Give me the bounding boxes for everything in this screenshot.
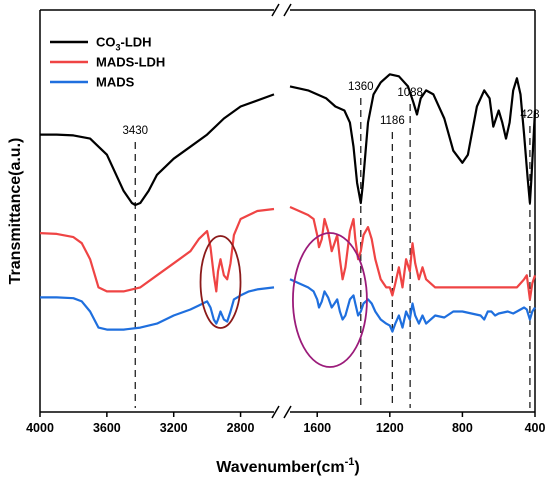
highlight-ellipse [292, 232, 368, 368]
legend: CO3-LDH MADS-LDH MADS [50, 35, 165, 90]
highlight-regions [199, 232, 368, 368]
x-tick-label: 3600 [93, 421, 121, 435]
x-tick-label: 4000 [26, 421, 54, 435]
series-line-1-segment-1 [40, 93, 275, 207]
peak-label: 3430 [122, 125, 148, 137]
series-line-3-segment-2 [289, 278, 536, 333]
axis-break-top [271, 3, 292, 17]
series-lines [39, 73, 537, 333]
y-axis-title: Transmittance(a.u.) [7, 138, 24, 285]
highlight-ellipse [199, 235, 242, 329]
x-tick-label: 400 [525, 421, 546, 435]
series-line-2-segment-2 [289, 205, 537, 301]
series-line-3-segment-1 [40, 286, 275, 331]
x-tick-label: 1200 [376, 421, 404, 435]
x-axis-title: Wavenumber(cm-1) [216, 456, 359, 476]
peak-label: 1360 [348, 81, 374, 93]
x-tick-label: 800 [452, 421, 473, 435]
legend-label: CO3-LDH [96, 35, 152, 53]
axis-break-bottom [271, 405, 292, 419]
x-tick-label: 2800 [227, 421, 255, 435]
legend-label: MADS [96, 75, 135, 90]
series-line-1-segment-2 [289, 73, 537, 205]
x-tick-label: 3200 [160, 421, 188, 435]
x-tick-label: 1600 [303, 421, 331, 435]
x-ticks: 4000 3600 3200 2800 1600 1200 800 400 [26, 412, 545, 435]
legend-label: MADS-LDH [96, 55, 165, 70]
peak-label: 1186 [380, 115, 405, 127]
